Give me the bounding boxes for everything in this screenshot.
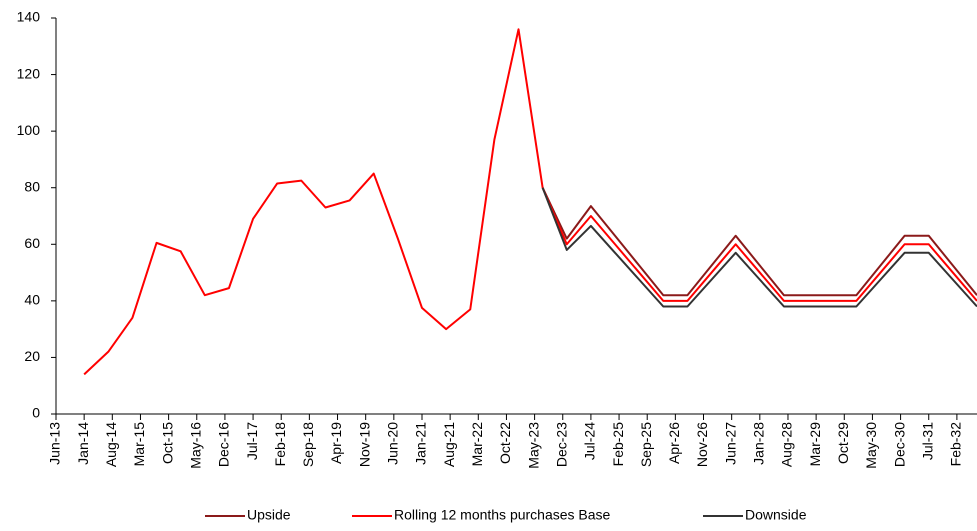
x-tick-label: Feb-18 — [272, 422, 288, 467]
x-tick-label: Oct-29 — [835, 422, 851, 464]
x-tick-label: Aug-28 — [779, 422, 795, 467]
x-tick-label: Apr-19 — [328, 422, 344, 464]
x-tick-label: Dec-16 — [216, 422, 232, 467]
legend-label: Downside — [745, 507, 807, 523]
x-tick-label: Sep-25 — [638, 422, 654, 467]
y-tick-label: 120 — [17, 65, 41, 81]
y-tick-label: 60 — [24, 235, 40, 251]
x-tick-label: Mar-15 — [131, 422, 147, 467]
x-tick-label: Aug-21 — [441, 422, 457, 467]
y-tick-label: 0 — [32, 405, 40, 421]
legend-label: Upside — [247, 507, 291, 523]
x-tick-label: Oct-15 — [159, 422, 175, 464]
x-tick-label: Jul-31 — [919, 422, 935, 460]
x-tick-label: Jan-21 — [413, 422, 429, 465]
x-tick-label: Jul-17 — [244, 422, 260, 460]
x-tick-label: Jan-14 — [75, 422, 91, 465]
x-tick-label: May-23 — [525, 422, 541, 469]
x-tick-label: Feb-25 — [610, 422, 626, 467]
y-tick-label: 40 — [24, 292, 40, 308]
x-tick-label: Jun-20 — [385, 422, 401, 465]
x-tick-label: Dec-23 — [553, 422, 569, 467]
series-line — [541, 187, 977, 308]
x-tick-label: Mar-29 — [807, 422, 823, 467]
x-tick-label: Nov-19 — [356, 422, 372, 467]
y-tick-label: 80 — [24, 178, 40, 194]
x-tick-label: Mar-22 — [469, 422, 485, 467]
x-tick-label: Sep-18 — [300, 422, 316, 467]
series-line — [541, 187, 977, 297]
legend-label: Rolling 12 months purchases Base — [394, 507, 611, 523]
x-tick-label: Jun-27 — [722, 422, 738, 465]
x-tick-label: Jul-24 — [582, 422, 598, 460]
y-tick-label: 20 — [24, 348, 40, 364]
x-tick-label: Oct-22 — [497, 422, 513, 464]
series-line — [83, 28, 977, 376]
x-tick-label: May-30 — [863, 422, 879, 469]
x-tick-label: Apr-26 — [666, 422, 682, 464]
x-tick-label: Jan-28 — [751, 422, 767, 465]
plot-area — [83, 28, 977, 376]
x-tick-label: Jun-13 — [47, 422, 63, 465]
x-tick-label: Dec-30 — [891, 422, 907, 467]
x-tick-label: May-16 — [187, 422, 203, 469]
x-tick-label: Feb-32 — [948, 422, 964, 467]
y-tick-label: 100 — [17, 122, 41, 138]
x-tick-label: Nov-26 — [694, 422, 710, 467]
x-tick-label: Aug-14 — [103, 422, 119, 467]
y-tick-label: 140 — [17, 9, 41, 25]
